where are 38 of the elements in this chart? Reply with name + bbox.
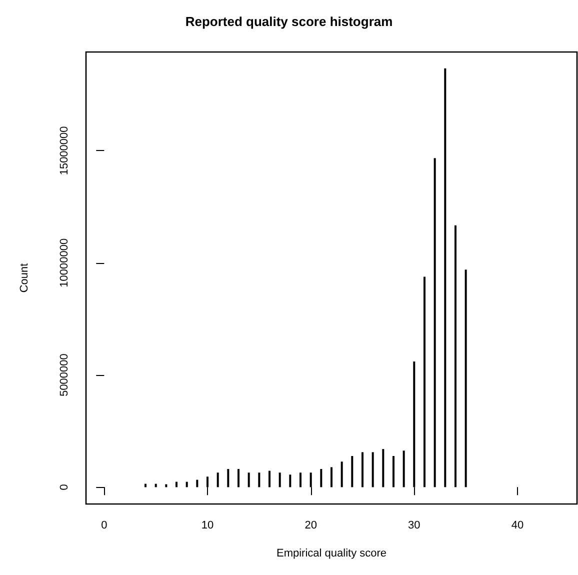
bar (320, 469, 322, 488)
bar (278, 472, 281, 488)
bar (444, 68, 446, 488)
bar (289, 474, 292, 488)
bar (340, 462, 343, 488)
bar (176, 482, 178, 488)
x-tick-label: 20 (304, 520, 317, 532)
bar (434, 158, 436, 488)
bar (268, 470, 271, 488)
bar (248, 472, 250, 488)
bar (423, 276, 426, 488)
bar (238, 469, 240, 488)
bar (227, 469, 230, 488)
x-axis-title: Empirical quality score (276, 548, 387, 560)
bar (330, 467, 332, 488)
bar (362, 452, 364, 488)
bar (186, 482, 188, 488)
y-tick-label: 15000000 (58, 126, 70, 176)
bar (464, 270, 467, 488)
bar (382, 449, 384, 488)
y-axis-title: Count (18, 263, 30, 293)
bar (300, 472, 302, 488)
x-tick-label: 0 (101, 520, 108, 532)
x-tick-label: 30 (408, 520, 420, 532)
chart-title: Reported quality score histogram (185, 14, 393, 29)
bar (258, 472, 260, 488)
y-tick-label: 10000000 (58, 238, 70, 288)
y-tick-label: 0 (58, 484, 70, 490)
bar (372, 452, 374, 488)
bar (454, 225, 456, 488)
x-tick-label: 10 (201, 520, 214, 532)
x-tick-label: 40 (511, 520, 524, 532)
bar (196, 480, 198, 488)
y-tick-label: 5000000 (58, 354, 70, 396)
bar (351, 456, 354, 488)
bar (392, 456, 394, 488)
bar (216, 472, 219, 488)
bar (402, 450, 405, 488)
